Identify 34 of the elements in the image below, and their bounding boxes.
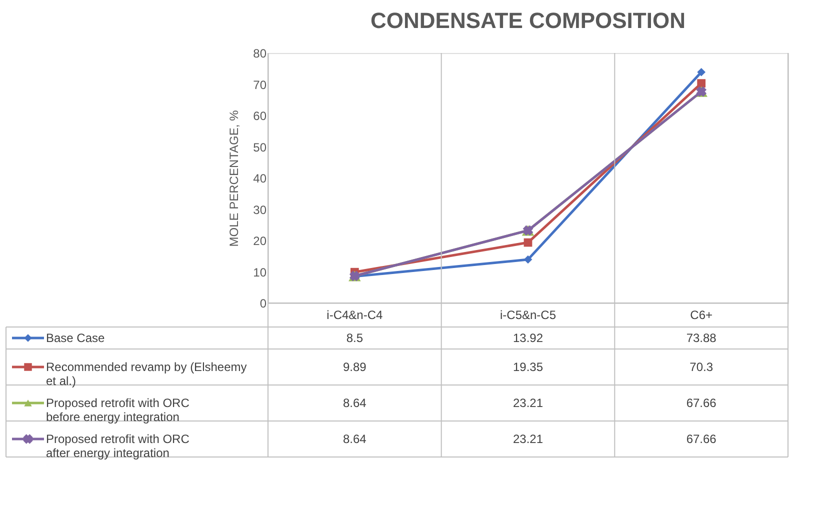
legend-label: Proposed retrofit with ORC before energy integration <box>46 396 190 424</box>
point <box>697 68 706 76</box>
y-tick-label: 80 <box>253 46 267 60</box>
y-tick-label: 40 <box>253 172 267 186</box>
y-tick-label: 10 <box>253 265 267 280</box>
data-label: 8.64 <box>342 432 367 446</box>
x-tick-label: i-C4&n-C4 <box>326 308 383 322</box>
y-tick-label: 30 <box>253 202 267 217</box>
point <box>697 79 706 88</box>
data-label: 67.66 <box>686 396 717 410</box>
data-label: 9.89 <box>342 360 367 374</box>
point <box>524 238 532 247</box>
point <box>524 255 532 264</box>
x-tick-label: i-C5&n-C5 <box>500 308 556 322</box>
data-label: 23.21 <box>512 432 544 446</box>
data-label: 67.66 <box>686 432 717 446</box>
y-tick-label: 70 <box>253 78 267 92</box>
y-tick-label: 50 <box>253 140 267 154</box>
legend-label: Recommended revamp by (Elsheemy et al.) <box>46 360 247 388</box>
data-label: 19.35 <box>512 360 544 374</box>
legend-label: Proposed retrofit with ORC after energy integration <box>46 432 190 460</box>
y-tick-label: 0 <box>260 296 267 310</box>
data-label: 73.88 <box>686 331 717 345</box>
data-label: 70.3 <box>690 360 714 374</box>
y-tick-label: 60 <box>253 109 267 123</box>
data-label: 13.92 <box>512 331 544 345</box>
data-label: 8.5 <box>346 331 364 345</box>
chart-title: CONDENSATE COMPOSITION <box>370 8 686 33</box>
x-tick-label: C6+ <box>690 308 713 322</box>
data-label: 8.64 <box>342 396 367 410</box>
legend-label: Base Case <box>46 331 106 345</box>
data-label: 23.21 <box>512 396 544 410</box>
y-tick-label: 20 <box>253 234 267 248</box>
y-axis-title: MOLE PERCENTAGE, % <box>227 110 242 247</box>
